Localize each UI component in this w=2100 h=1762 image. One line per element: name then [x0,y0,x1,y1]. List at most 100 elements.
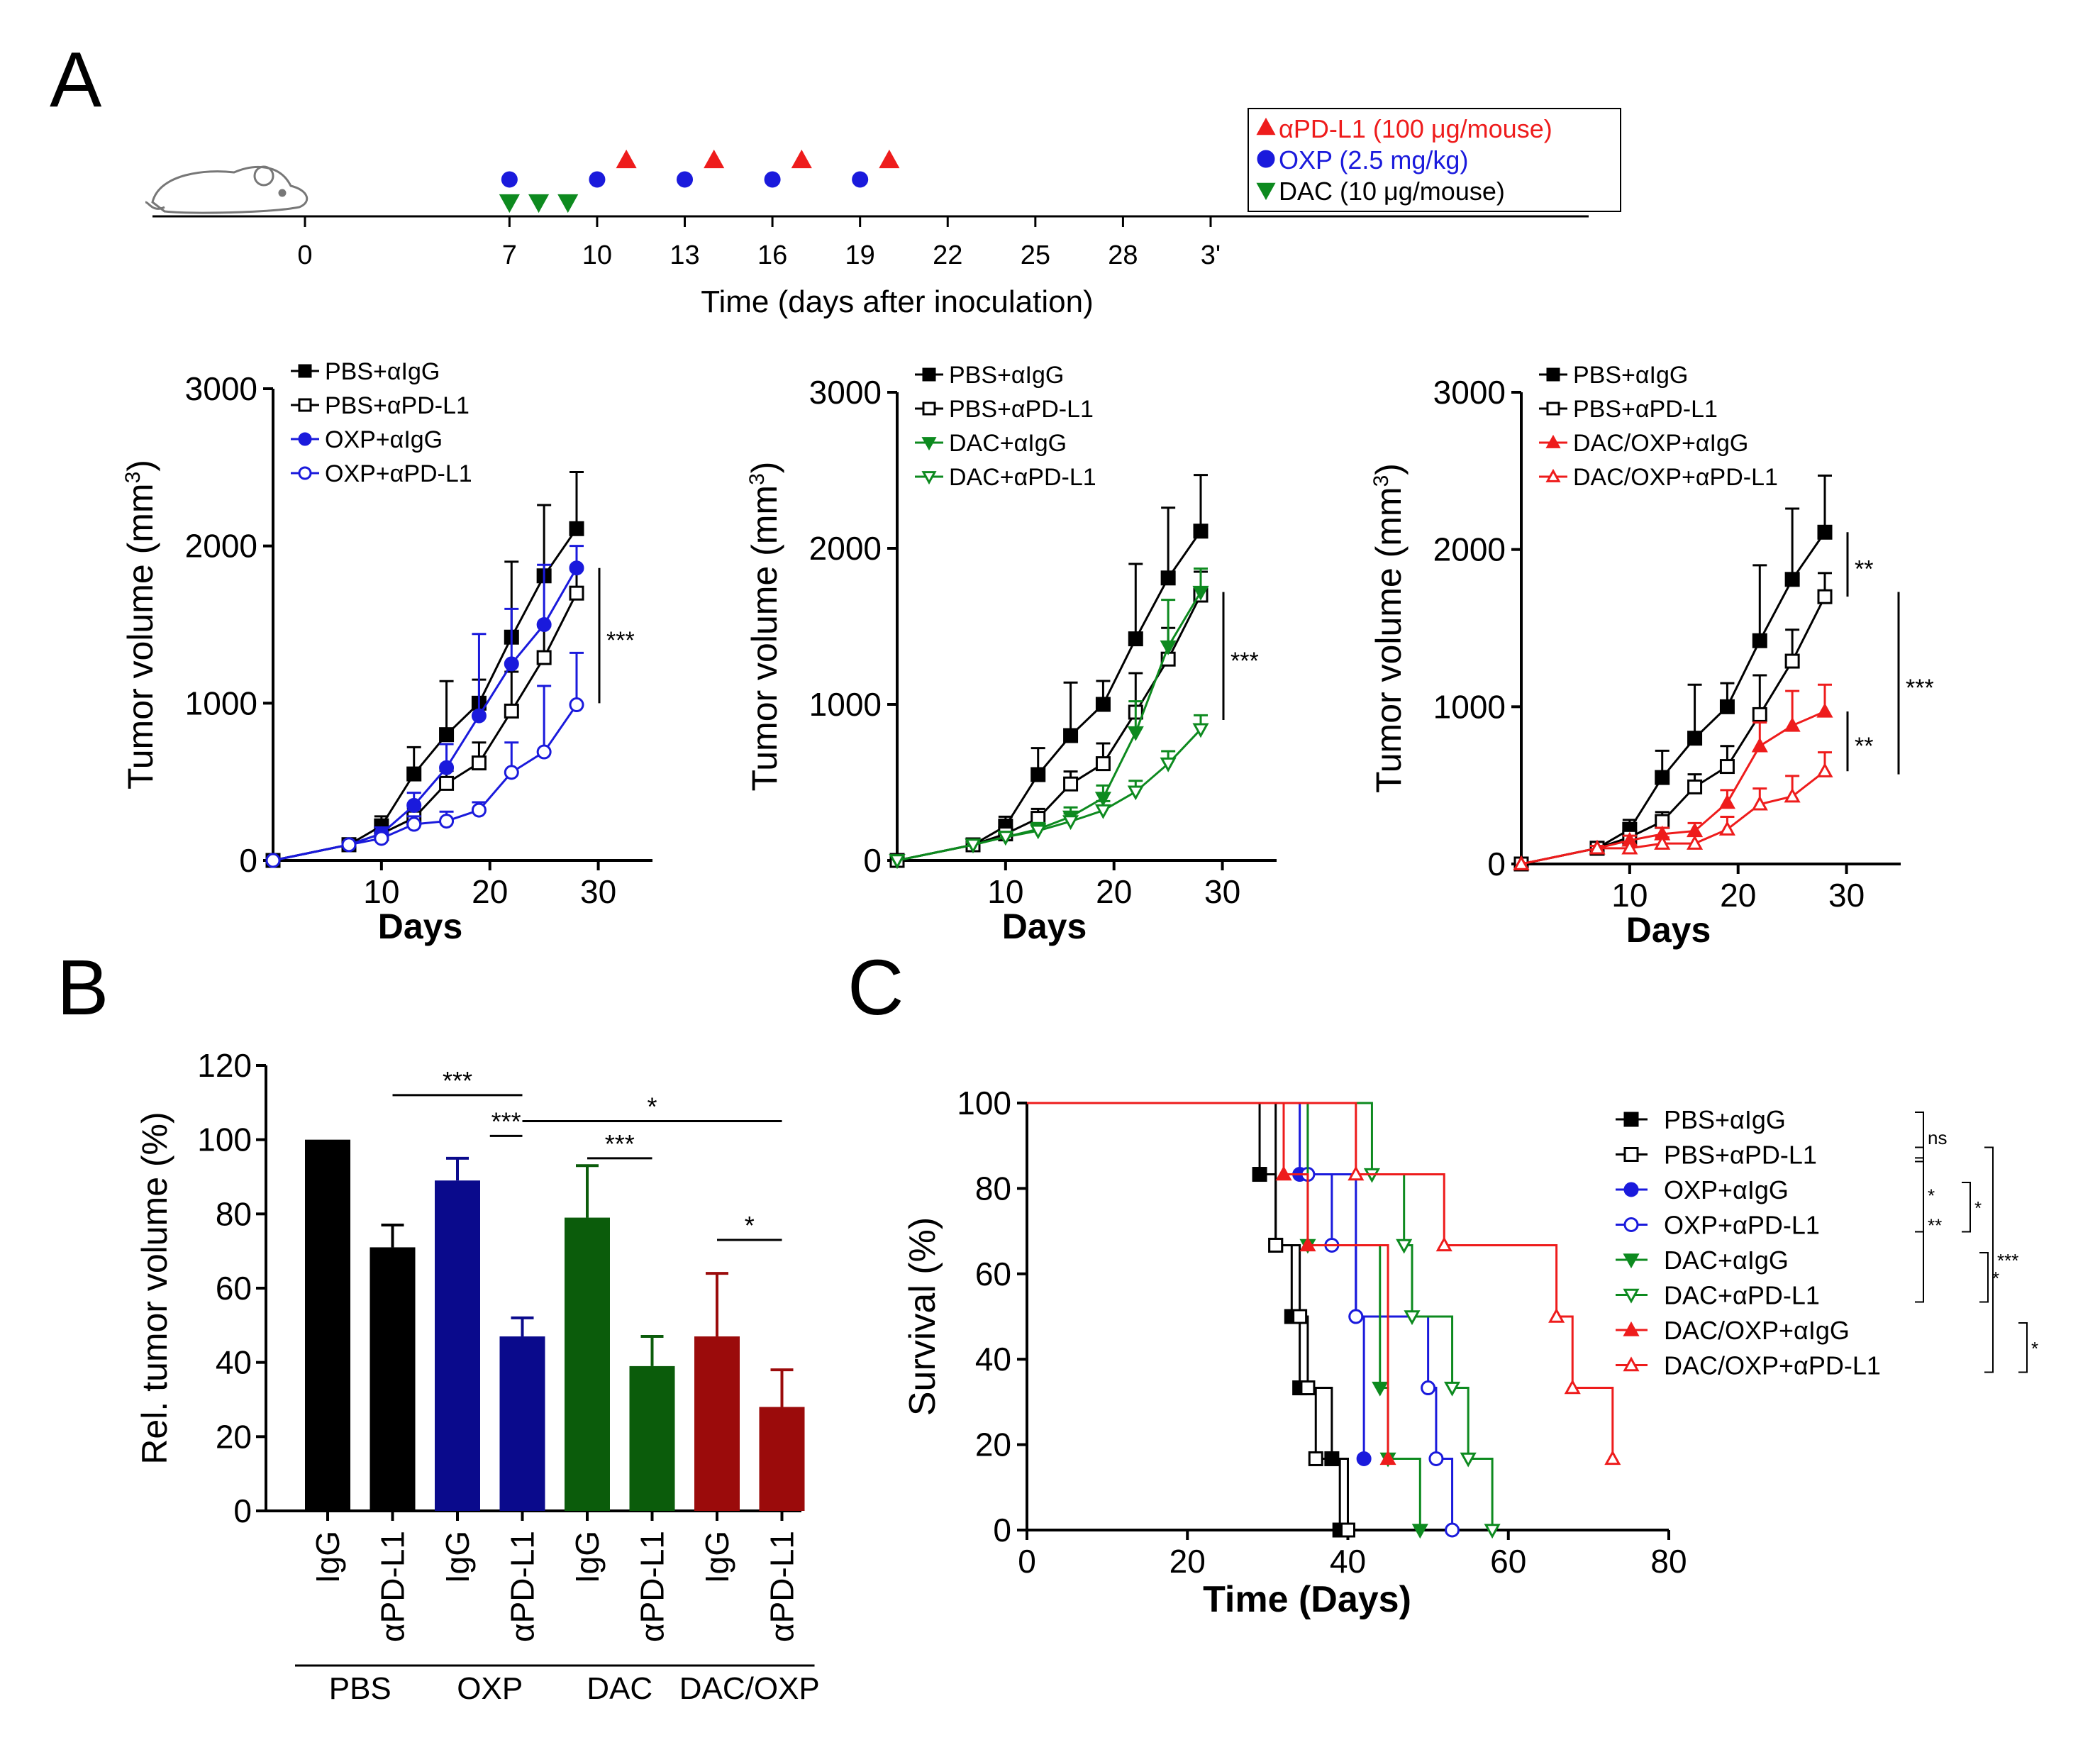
group-label: OXP [457,1671,523,1706]
significance-label: ** [1928,1215,1942,1236]
data-point [1718,794,1735,809]
x-tick-label: IgG [439,1531,476,1583]
timeline-xlabel: Time (days after inoculation) [701,284,1093,319]
y-axis-label-superscript: 3 [1370,475,1393,487]
data-point [536,617,552,632]
timeline-legend-label: αPD-L1 (100 μg/mouse) [1279,114,1552,143]
y-axis-label: Tumor volume (mm3) [745,462,784,792]
legend-label: DAC/OXP+αIgG [1664,1316,1850,1345]
dac-dose-marker [499,194,520,214]
significance-bracket [1984,1146,1994,1373]
legend-label: OXP+αPD-L1 [325,460,472,487]
data-point [1816,702,1833,718]
data-point [1192,723,1209,738]
series-line [1521,531,1826,865]
data-point [1062,815,1079,831]
y-tick-label: 1000 [185,685,257,721]
survival-marker [1340,1522,1355,1538]
chart-relative-tumor-volume: 0 20 40 60 80 100 120 Rel. tumor volume (%) IgG α… [135,1047,820,1706]
y-tick-label: 0 [1487,846,1506,882]
bar [435,1180,480,1511]
x-tick-label: 10 [987,873,1023,910]
legend-label: DAC/OXP+αPD-L1 [1573,464,1778,491]
timeline-tick-label: 7 [502,240,517,270]
apdl1-dose-marker [879,149,900,169]
y-tick-label: 1000 [1433,688,1506,725]
y-axis-label: Survival (%) [902,1217,943,1416]
y-tick-label: 100 [197,1121,252,1158]
x-axis-label: Days [378,907,463,946]
survival-marker [1299,1236,1316,1252]
bar [759,1407,805,1511]
x-tick-label: IgG [569,1531,606,1583]
x-axis-label: Time (Days) [1203,1579,1411,1620]
data-point [374,831,389,846]
apdl1-dose-marker [616,149,637,169]
data-point [1589,839,1606,855]
panel-label-b: B [57,944,109,1031]
data-point [504,703,519,719]
y-axis-label-close: ) [121,460,160,472]
legend-label: PBS+αIgG [325,358,440,385]
timeline-tick-label: 22 [933,240,962,270]
y-tick-label: 20 [216,1418,252,1455]
timeline-tick-label: 28 [1108,240,1138,270]
data-point [471,802,487,818]
x-tick-label: αPD-L1 [634,1531,671,1642]
significance-label: * [745,1211,755,1240]
x-tick-label: 20 [472,873,508,910]
y-tick-label: 100 [957,1085,1011,1121]
x-tick-label: 30 [1204,873,1240,910]
survival-curve [1027,1102,1614,1459]
timeline-tick-label: 13 [670,240,699,270]
series-line [272,528,578,862]
data-point [1655,770,1670,785]
data-point [1193,523,1209,539]
significance-label: ns [1928,1127,1947,1148]
data-point [439,814,455,829]
x-tick-label: αPD-L1 [764,1531,801,1642]
y-tick-label: 40 [216,1344,252,1381]
survival-marker [1444,1381,1461,1397]
data-point [341,837,357,853]
significance-label: *** [1230,648,1259,675]
survival-curve [1027,1102,1389,1459]
y-tick-label: 0 [233,1492,252,1529]
survival-marker [1268,1237,1284,1253]
y-axis-label: Rel. tumor volume (%) [135,1112,174,1464]
data-point [1160,570,1176,586]
data-point [1094,804,1111,819]
bar [565,1217,610,1511]
mouse-icon [145,165,309,214]
data-point [439,760,455,775]
data-point [1784,716,1801,732]
y-tick-label: 2000 [1433,531,1506,568]
data-point [1063,728,1079,743]
legend-marker [1546,367,1560,382]
legend-label: PBS+αIgG [1573,362,1688,389]
data-point [569,585,584,601]
y-tick-label: 0 [239,842,257,879]
y-axis-label-close: ) [1369,463,1409,475]
data-point [1095,756,1111,772]
survival-marker [1372,1381,1389,1397]
y-axis-label: Tumor volume (mm3) [1369,463,1409,793]
y-tick-label: 3000 [1433,374,1506,411]
timeline-tick-label: 3ʹ [1201,240,1221,270]
data-point [889,854,906,870]
survival-marker [1379,1450,1396,1465]
survival-marker [1275,1165,1292,1181]
legend-marker [1623,1217,1639,1232]
legend-marker [298,364,312,378]
data-point [1817,524,1833,540]
data-point [1192,585,1209,601]
series-line [896,594,1202,862]
timeline-legend-marker [1256,182,1276,201]
legend-marker [298,432,312,446]
data-point [536,744,552,760]
timeline-legend-label: DAC (10 μg/mouse) [1279,177,1505,206]
data-point [504,656,519,672]
x-tick-label: 10 [1611,877,1648,914]
y-axis-label-superscript: 3 [745,473,769,485]
